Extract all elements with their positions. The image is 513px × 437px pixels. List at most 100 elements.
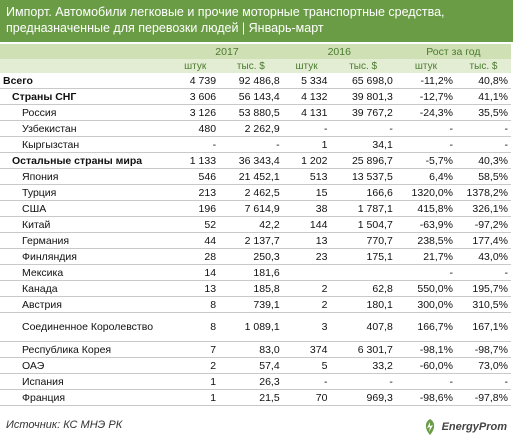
table-cell: -5,7%: [395, 152, 456, 169]
table-cell: 3: [282, 312, 331, 342]
table-cell: 41,1%: [456, 88, 511, 105]
table-cell: 58,5%: [456, 168, 511, 185]
table-row: Мексика 14 181,6 - -: [0, 264, 511, 281]
table-cell: 374: [282, 341, 331, 358]
table-row: США 196 7 614,9 38 1 787,1 415,8% 326,1%: [0, 200, 511, 217]
table-row: Финляндия 28 250,3 23 175,1 21,7% 43,0%: [0, 248, 511, 265]
energyprom-logo-icon: [425, 419, 434, 435]
table-cell: 2 262,9: [219, 120, 283, 137]
table-cell: 39 801,3: [330, 88, 396, 105]
table-row: Республика Корея 7 83,0 374 6 301,7 -98,1% -98…: [0, 341, 511, 358]
table-cell: 969,3: [330, 389, 396, 406]
table-cell: 8: [171, 296, 220, 313]
table-row: Германия 44 2 137,7 13 770,7 238,5% 177,4%: [0, 232, 511, 249]
table-cell: 4 739: [171, 73, 220, 89]
table-cell: -: [395, 136, 456, 153]
table-cell: 33,2: [330, 357, 396, 374]
table-cell: 21 452,1: [219, 168, 283, 185]
table-cell: 52: [171, 216, 220, 233]
table-cell: 8: [171, 312, 220, 342]
table-cell: 1 787,1: [330, 200, 396, 217]
table-cell: -: [395, 264, 456, 281]
country-name: Остальные страны мира: [0, 152, 172, 169]
country-name: Франция: [0, 389, 172, 406]
table-cell: 550,0%: [395, 280, 456, 297]
table-cell: -11,2%: [395, 73, 456, 89]
table-cell: 1: [171, 373, 220, 390]
country-name: ОАЭ: [0, 357, 172, 374]
table-cell: 4 132: [282, 88, 331, 105]
table-cell: 1: [282, 136, 331, 153]
table-cell: 739,1: [219, 296, 283, 313]
import-table: 2017 2016 Рост за год штук тыс. $ штук т…: [0, 44, 511, 406]
table-cell: 196: [171, 200, 220, 217]
table-cell: 175,1: [330, 248, 396, 265]
table-cell: 13: [282, 232, 331, 249]
table-cell: 35,5%: [456, 104, 511, 121]
table-row: ОАЭ 2 57,4 5 33,2 -60,0% 73,0%: [0, 357, 511, 374]
table-cell: 407,8: [330, 312, 396, 342]
table-row: Канада 13 185,8 2 62,8 550,0% 195,7%: [0, 280, 511, 297]
table-cell: 23: [282, 248, 331, 265]
country-name: Финляндия: [0, 248, 172, 265]
title-line-2: предназначенные для перевозки людей | Ян…: [6, 21, 324, 35]
table-cell: 1: [171, 389, 220, 406]
table-cell: 2 137,7: [219, 232, 283, 249]
table-cell: 1 089,1: [219, 312, 283, 342]
table-row: Соединенное Королевство 8 1 089,1 3 407,8 166…: [0, 312, 511, 342]
table-cell: 2: [171, 357, 220, 374]
table-cell: -: [219, 136, 283, 153]
table-cell: 3 606: [171, 88, 220, 105]
country-name: Австрия: [0, 296, 172, 313]
table-cell: 28: [171, 248, 220, 265]
unit-label: тыс. $: [456, 59, 511, 73]
table-cell: -: [330, 373, 396, 390]
table-cell: 13: [171, 280, 220, 297]
table-row: Франция 1 21,5 70 969,3 -98,6% -97,8%: [0, 389, 511, 406]
table-cell: -: [456, 136, 511, 153]
table-cell: 2: [282, 296, 331, 313]
table-cell: 42,2: [219, 216, 283, 233]
header-growth: Рост за год: [395, 44, 511, 59]
table-cell: 25 896,7: [330, 152, 396, 169]
table-cell: 1 504,7: [330, 216, 396, 233]
header-year-2016: 2016: [282, 44, 396, 59]
unit-label: штук: [395, 59, 456, 73]
table-cell: 326,1%: [456, 200, 511, 217]
table-row: Япония 546 21 452,1 513 13 537,5 6,4% 58,5%: [0, 168, 511, 185]
table-cell: 2 462,5: [219, 184, 283, 201]
table-cell: 92 486,8: [219, 73, 283, 89]
table-cell: 310,5%: [456, 296, 511, 313]
table-cell: 6 301,7: [330, 341, 396, 358]
header-empty-cell: [0, 44, 172, 59]
table-cell: 180,1: [330, 296, 396, 313]
table-cell: 2: [282, 280, 331, 297]
table-cell: 1 202: [282, 152, 331, 169]
table-cell: -: [171, 136, 220, 153]
table-cell: 1 133: [171, 152, 220, 169]
table-cell: 83,0: [219, 341, 283, 358]
table-cell: -98,7%: [456, 341, 511, 358]
table-cell: 166,7%: [395, 312, 456, 342]
table-cell: 62,8: [330, 280, 396, 297]
table-row: Россия 3 126 53 880,5 4 131 39 767,2 -24,3% 35…: [0, 104, 511, 121]
table-row: Турция 213 2 462,5 15 166,6 1320,0% 1378,2%: [0, 184, 511, 201]
country-name: Страны СНГ: [0, 88, 172, 105]
table-cell: 177,4%: [456, 232, 511, 249]
table-cell: 36 343,4: [219, 152, 283, 169]
table-cell: 770,7: [330, 232, 396, 249]
table-row: Китай 52 42,2 144 1 504,7 -63,9% -97,2%: [0, 216, 511, 233]
table-cell: -60,0%: [395, 357, 456, 374]
country-name: Кыргызстан: [0, 136, 172, 153]
table-cell: 6,4%: [395, 168, 456, 185]
table-cell: -: [282, 120, 331, 137]
table-cell: -63,9%: [395, 216, 456, 233]
header-row-units: штук тыс. $ штук тыс. $ штук тыс. $: [0, 59, 511, 73]
table-row: Узбекистан 480 2 262,9- - - -: [0, 120, 511, 137]
table-cell: 7 614,9: [219, 200, 283, 217]
country-name: Республика Корея: [0, 341, 172, 358]
table-cell: 3 126: [171, 104, 220, 121]
table-cell: -: [395, 373, 456, 390]
table-cell: 144: [282, 216, 331, 233]
